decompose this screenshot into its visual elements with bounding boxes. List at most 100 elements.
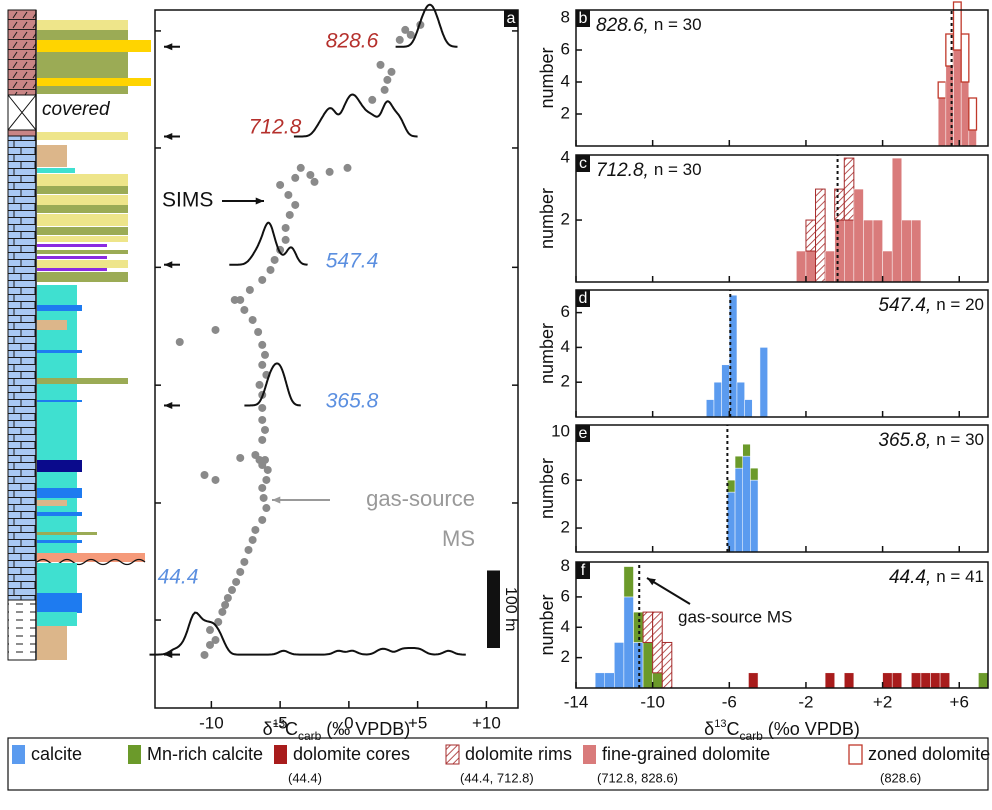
unit: [37, 320, 67, 330]
y-tick-label: 2: [561, 372, 570, 391]
histogram-bar: [834, 219, 845, 283]
data-point: [236, 295, 245, 304]
sims-label: SIMS: [162, 189, 213, 212]
data-point: [230, 295, 239, 304]
histogram-bar: [623, 596, 634, 689]
data-point: [258, 360, 267, 369]
x-tick-label: -6: [722, 692, 737, 711]
x-tick-label: -2: [798, 692, 813, 711]
lithology: [7, 599, 37, 661]
data-point: [261, 350, 269, 359]
data-point: [251, 450, 260, 459]
y-axis-label: number: [537, 47, 557, 108]
histogram-bar: [824, 250, 835, 283]
y-tick-label: 8: [561, 556, 570, 575]
panel-label: 712.8, n = 30: [596, 160, 702, 181]
histogram-bar: [844, 219, 855, 283]
sample-arrow-head: [164, 132, 173, 141]
unit: [37, 488, 82, 498]
data-point: [368, 95, 377, 104]
panel-letter-box: [504, 10, 518, 27]
kde-curve: [149, 611, 466, 656]
unit: [37, 256, 107, 259]
gas-source-arrow-head: [272, 496, 281, 504]
data-point: [240, 557, 249, 566]
legend-swatch: [848, 744, 863, 765]
histogram-bar: [750, 479, 759, 553]
unit: [37, 272, 128, 282]
histogram-bar: [960, 33, 970, 83]
sample-label: 828.6,: [596, 15, 649, 36]
unit: [37, 460, 82, 472]
legend-label: fine-grained dolomite: [602, 744, 770, 764]
data-point: [395, 35, 404, 44]
histogram-bar: [911, 219, 922, 283]
data-point: [211, 636, 220, 645]
unit: [37, 214, 128, 226]
data-point: [258, 515, 267, 524]
data-point: [262, 475, 271, 484]
data-point: [310, 177, 319, 186]
x-tick-label: +6: [950, 692, 969, 711]
gas-source-label: MS: [442, 526, 475, 551]
x-axis-label-part: C: [726, 719, 739, 739]
sample-label: 712.8,: [596, 160, 649, 181]
covered-cross: [7, 94, 37, 131]
legend-swatch: [12, 745, 25, 764]
histogram-bar: [614, 642, 625, 689]
unit: [37, 132, 128, 140]
data-point: [255, 380, 264, 389]
histogram-bar: [713, 381, 722, 418]
unit: [37, 195, 128, 205]
histogram-bar: [960, 81, 970, 147]
legend-swatch: [128, 745, 141, 764]
unit: [37, 260, 128, 268]
n-label: n = 41: [936, 567, 984, 586]
plot-frame: [575, 424, 989, 553]
lithology: [7, 135, 37, 601]
histogram-bar: [642, 642, 653, 689]
data-point: [211, 325, 220, 334]
annotation: gas-source MS: [678, 607, 792, 626]
data-point: [259, 493, 268, 502]
x-axis-label-part: 13: [714, 718, 726, 730]
y-tick-label: 4: [561, 337, 570, 356]
y-tick-label: 10: [551, 422, 570, 441]
data-point: [258, 340, 267, 349]
data-point: [325, 167, 334, 176]
strat-column: covered: [7, 9, 151, 661]
unit: [37, 593, 82, 613]
histogram-bar: [978, 672, 989, 689]
panel-label: 44.4, n = 41: [889, 567, 984, 588]
panel-letter: a: [507, 10, 516, 27]
histogram-bar: [744, 399, 753, 418]
x-axis-label-part: carb: [298, 729, 322, 743]
unit: [37, 512, 82, 516]
plot-frame: [575, 561, 989, 689]
histogram-bar: [930, 672, 941, 689]
unit: [37, 78, 151, 86]
unit: [37, 553, 145, 562]
panel-letter-box: [576, 562, 590, 579]
data-point: [261, 425, 269, 434]
histogram-bar: [953, 49, 962, 147]
n-label: n = 20: [936, 295, 984, 314]
y-tick-label: 2: [561, 210, 570, 229]
unit: [37, 612, 77, 626]
x-tick-label: +5: [408, 713, 427, 732]
unit: [37, 563, 77, 593]
x-axis-label-part: δ: [263, 719, 273, 739]
histogram-bar: [652, 611, 663, 674]
histogram-bar: [805, 250, 816, 283]
histogram-bar: [863, 219, 874, 283]
y-tick-label: 6: [561, 302, 570, 321]
annotation-arrow-head: [647, 578, 656, 586]
x-tick-label: -10: [199, 713, 224, 732]
data-point: [401, 25, 410, 34]
annotation-arrow: [646, 577, 691, 605]
data-point: [258, 415, 267, 424]
histogram-bar: [734, 467, 743, 553]
x-axis-label-part: carb: [739, 729, 763, 743]
panel-letter-box: [576, 290, 590, 307]
